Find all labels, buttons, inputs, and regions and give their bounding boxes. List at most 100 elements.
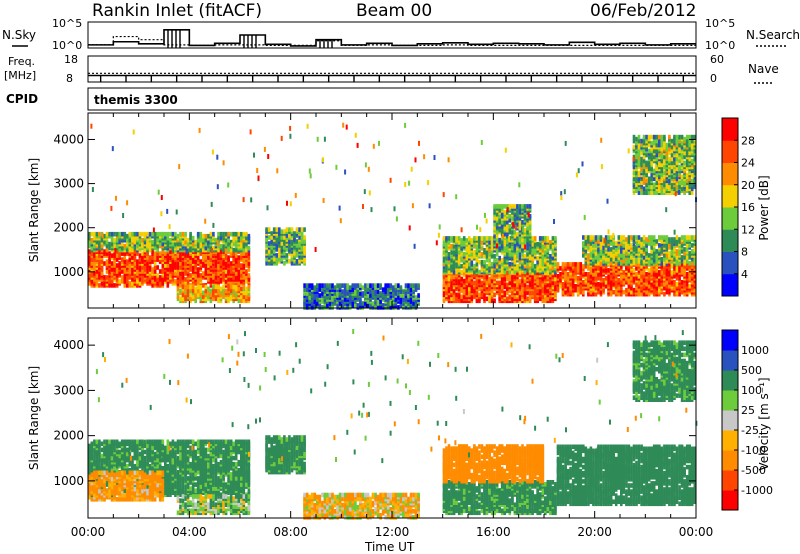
power-cell xyxy=(614,289,618,295)
power-cell xyxy=(531,276,534,282)
power-cell xyxy=(645,264,648,269)
noise-sky-line xyxy=(88,29,696,47)
power-cell xyxy=(655,289,659,295)
power-cell xyxy=(500,257,504,263)
power-cell xyxy=(341,303,344,308)
power-cell xyxy=(549,257,552,263)
power-cell xyxy=(295,259,299,264)
power-cell xyxy=(498,272,501,278)
power-cell xyxy=(493,263,496,269)
power-cell xyxy=(652,253,656,258)
power-cell xyxy=(333,301,337,306)
power-cell xyxy=(457,254,461,259)
power-cell xyxy=(470,255,474,261)
power-cell xyxy=(447,255,451,261)
power-cell xyxy=(647,253,651,258)
power-cell xyxy=(647,134,651,140)
power-cell xyxy=(647,180,651,186)
power-cell xyxy=(88,243,91,249)
power-cell xyxy=(445,276,448,282)
power-cell xyxy=(528,231,532,237)
power-cell xyxy=(148,231,152,237)
power-cell xyxy=(604,280,608,285)
power-cell xyxy=(313,303,317,308)
power-cell xyxy=(516,254,519,259)
power-cell xyxy=(240,235,243,241)
power-cell xyxy=(399,285,403,290)
power-cell xyxy=(267,249,271,254)
power-cell xyxy=(161,241,165,247)
power-cell xyxy=(245,269,248,274)
power-cell xyxy=(627,291,631,297)
power-cell xyxy=(214,275,218,280)
power-cell xyxy=(184,235,187,241)
power-cell xyxy=(204,284,208,290)
power-cell xyxy=(480,240,484,245)
power-cell xyxy=(592,291,595,297)
power-cell xyxy=(589,245,593,250)
power-cell xyxy=(465,261,469,267)
power-cell xyxy=(488,265,491,271)
power-cell xyxy=(133,231,137,237)
power-cell xyxy=(584,272,588,277)
power-cell xyxy=(164,271,167,276)
power-cell xyxy=(328,283,332,288)
power-cell xyxy=(511,274,514,280)
power-cell xyxy=(485,246,489,251)
power-cell xyxy=(592,272,595,277)
power-cell xyxy=(417,293,420,298)
power-cell xyxy=(392,291,395,296)
power-cell xyxy=(528,220,532,225)
power-cell xyxy=(473,280,476,286)
power-cell xyxy=(533,269,537,275)
power-cell xyxy=(240,298,243,304)
power-cell xyxy=(308,295,311,300)
power-cell xyxy=(538,296,542,302)
power-cell xyxy=(513,229,517,235)
power-cell xyxy=(151,283,154,288)
power-cell xyxy=(640,264,643,269)
power-cell xyxy=(637,235,641,240)
power-cell xyxy=(642,186,646,192)
power-cell xyxy=(511,204,514,209)
power-cell xyxy=(126,241,129,247)
power-cell xyxy=(103,249,106,254)
power-cell xyxy=(493,210,496,215)
power-cell xyxy=(303,287,306,292)
power-cell xyxy=(179,231,182,237)
power-cell xyxy=(508,214,512,219)
power-cell xyxy=(566,285,570,291)
power-cell xyxy=(224,265,228,270)
power-cell xyxy=(267,227,271,232)
power-cell xyxy=(617,245,621,250)
power-cell xyxy=(485,257,489,263)
power-cell xyxy=(506,270,509,276)
power-cell xyxy=(488,276,491,282)
power-cell xyxy=(267,235,271,240)
power-cell xyxy=(518,208,522,213)
power-cell xyxy=(511,210,514,215)
power-cell xyxy=(564,284,567,289)
power-cell xyxy=(343,283,347,288)
power-cell xyxy=(199,259,203,264)
power-cell xyxy=(204,233,208,239)
power-cell xyxy=(151,279,154,284)
power-cell xyxy=(224,269,228,274)
power-cell xyxy=(174,235,177,241)
power-cell xyxy=(452,236,456,241)
power-cell xyxy=(392,285,395,290)
power-cell xyxy=(536,255,539,261)
power-cell xyxy=(169,237,172,243)
power-cell xyxy=(564,262,567,267)
power-cell xyxy=(199,292,203,298)
power-cell xyxy=(219,243,223,249)
power-cell xyxy=(186,284,190,290)
power-cell xyxy=(465,254,469,259)
power-cell xyxy=(184,281,187,286)
power-cell xyxy=(660,261,664,266)
power-cell xyxy=(462,236,466,241)
power-cell xyxy=(673,264,676,269)
power-cell xyxy=(506,231,509,237)
power-cell xyxy=(219,235,223,241)
power-cell xyxy=(366,299,370,304)
